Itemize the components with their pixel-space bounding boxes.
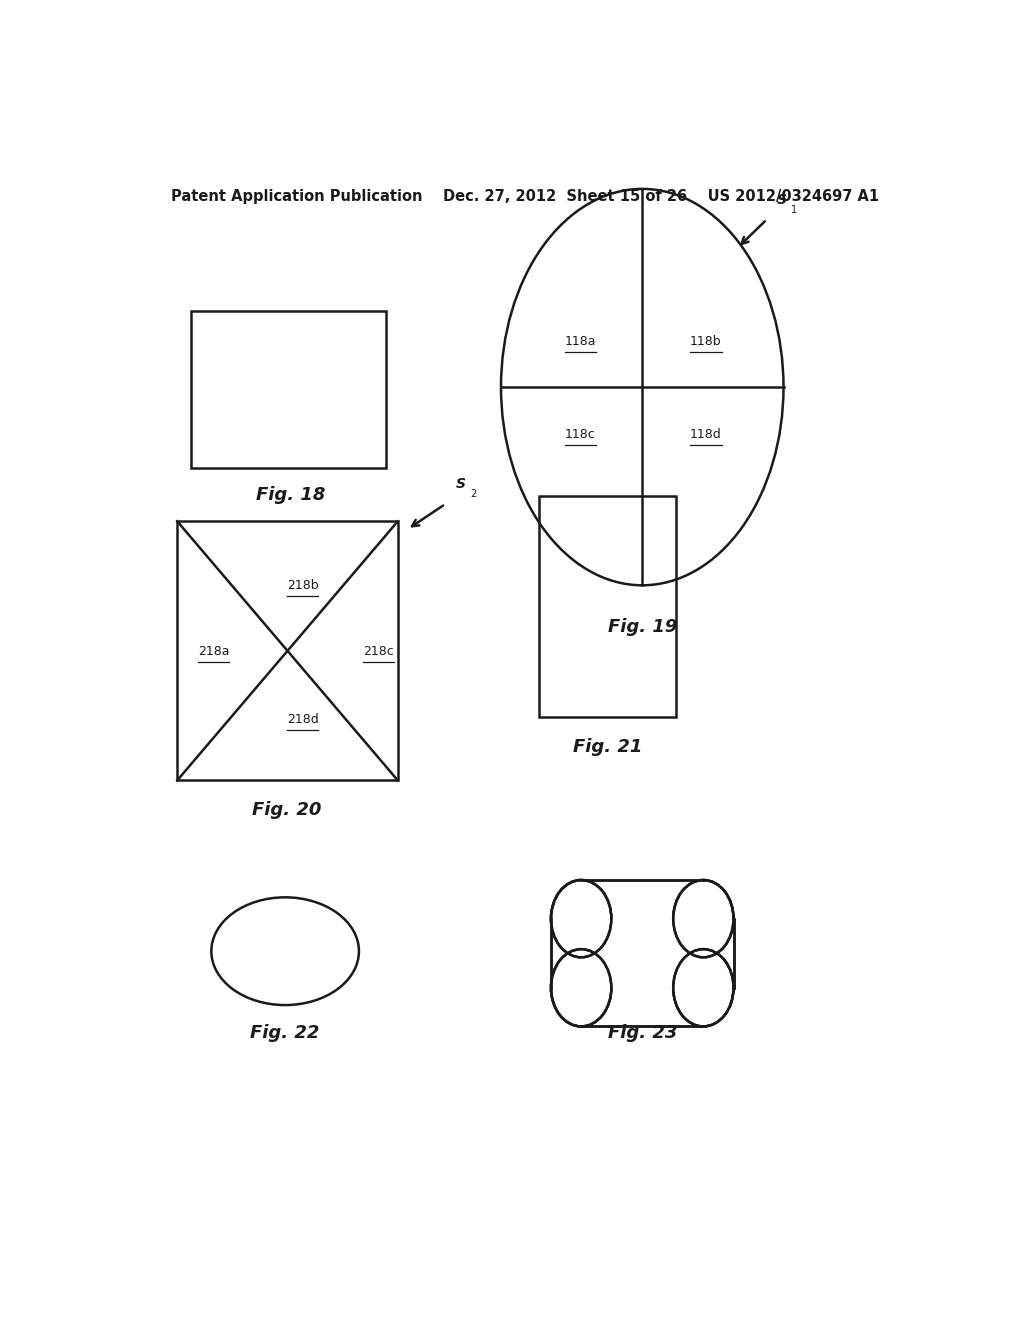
Text: Fig. 23: Fig. 23: [607, 1024, 677, 1043]
Text: Patent Application Publication    Dec. 27, 2012  Sheet 15 of 26    US 2012/03246: Patent Application Publication Dec. 27, …: [171, 189, 879, 203]
Wedge shape: [674, 880, 733, 957]
Wedge shape: [552, 880, 610, 957]
Text: Fig. 18: Fig. 18: [256, 486, 326, 504]
Bar: [177, 521, 398, 780]
Text: 218b: 218b: [287, 578, 318, 591]
Text: 118d: 118d: [690, 429, 722, 441]
Text: S: S: [777, 193, 787, 207]
Bar: [539, 496, 676, 718]
Bar: [582, 919, 703, 987]
Text: 118a: 118a: [564, 335, 596, 348]
Text: 118c: 118c: [565, 429, 596, 441]
Bar: [191, 312, 386, 469]
Text: Fig. 21: Fig. 21: [572, 738, 642, 756]
Text: 218d: 218d: [287, 713, 318, 726]
Wedge shape: [552, 950, 610, 1026]
Text: S: S: [456, 477, 466, 491]
Text: 218a: 218a: [198, 645, 229, 657]
Text: 218c: 218c: [364, 645, 394, 657]
Text: 118b: 118b: [690, 335, 722, 348]
Text: Fig. 19: Fig. 19: [607, 618, 677, 636]
Text: Fig. 20: Fig. 20: [252, 801, 322, 818]
Wedge shape: [674, 950, 733, 1026]
Text: 2: 2: [470, 488, 476, 499]
Text: 1: 1: [792, 206, 798, 215]
Text: Fig. 22: Fig. 22: [251, 1024, 319, 1043]
